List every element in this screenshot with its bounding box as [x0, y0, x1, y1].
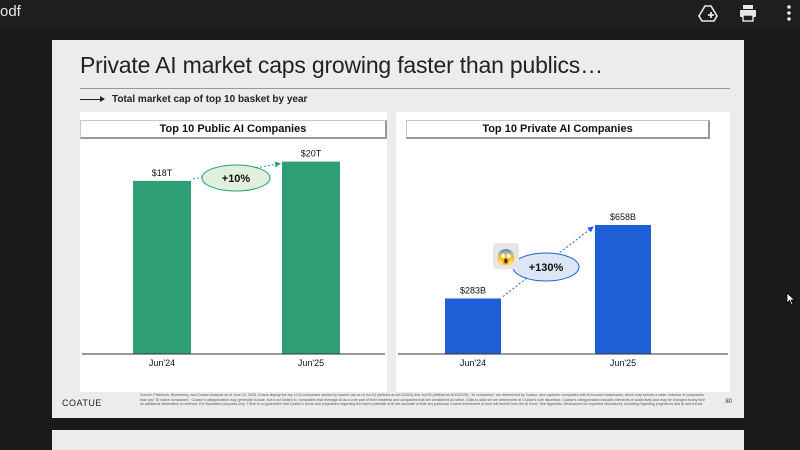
- page-number: 80: [725, 399, 732, 405]
- growth-callout: [201, 164, 271, 192]
- file-title: odf: [0, 3, 21, 20]
- more-vert-icon[interactable]: [778, 2, 800, 24]
- slide-title: Private AI market caps growing faster th…: [80, 52, 603, 78]
- growth-callout-label: +130%: [529, 262, 564, 274]
- chart-title: Top 10 Public AI Companies: [80, 120, 387, 139]
- public-ai-bar-chart: $18T Jun'24 $20T Jun'25 +10%: [82, 149, 385, 368]
- bar-jun24: [445, 298, 501, 354]
- arrow-right-icon: [80, 95, 105, 102]
- x-tick-label: Jun'24: [149, 358, 175, 368]
- source-footnote: Source: Pitchbook, Bloomberg, and Coatue…: [140, 393, 706, 407]
- x-tick-label: Jun'25: [610, 358, 636, 368]
- title-divider: [80, 88, 730, 89]
- private-ai-chart-panel: Top 10 Private AI Companies $283B Jun'24 $…: [396, 112, 730, 392]
- scream-emoji-icon: 😱: [497, 248, 516, 266]
- emoji-backdrop: [493, 243, 519, 269]
- data-label: $658B: [610, 212, 636, 222]
- mouse-cursor-icon: [786, 292, 796, 311]
- x-tick-label: Jun'25: [298, 358, 324, 368]
- brand-logo: COATUE: [62, 398, 102, 408]
- public-ai-chart-panel: Top 10 Public AI Companies $18T Jun'24 $20…: [80, 112, 387, 392]
- data-label: $283B: [460, 285, 486, 295]
- slide-page: Private AI market caps growing faster th…: [52, 40, 744, 418]
- subtitle-row: Total market cap of top 10 basket by yea…: [80, 92, 307, 106]
- data-label: $20T: [301, 149, 322, 159]
- bar-jun24: [133, 180, 191, 354]
- data-label: $18T: [152, 168, 173, 178]
- private-ai-bar-chart: $283B Jun'24 $658B Jun'25 +130% 😱: [398, 212, 728, 368]
- bar-jun25: [282, 161, 340, 354]
- growth-callout-label: +10%: [222, 173, 251, 185]
- chart-title: Top 10 Private AI Companies: [406, 120, 710, 139]
- viewer-toolbar: odf: [0, 0, 800, 26]
- add-to-drive-icon[interactable]: [697, 2, 719, 24]
- bar-jun25: [595, 224, 651, 354]
- print-icon[interactable]: [737, 2, 759, 24]
- slide-subtitle: Total market cap of top 10 basket by yea…: [112, 93, 308, 105]
- x-tick-label: Jun'24: [460, 358, 486, 368]
- next-slide-page: [52, 430, 744, 450]
